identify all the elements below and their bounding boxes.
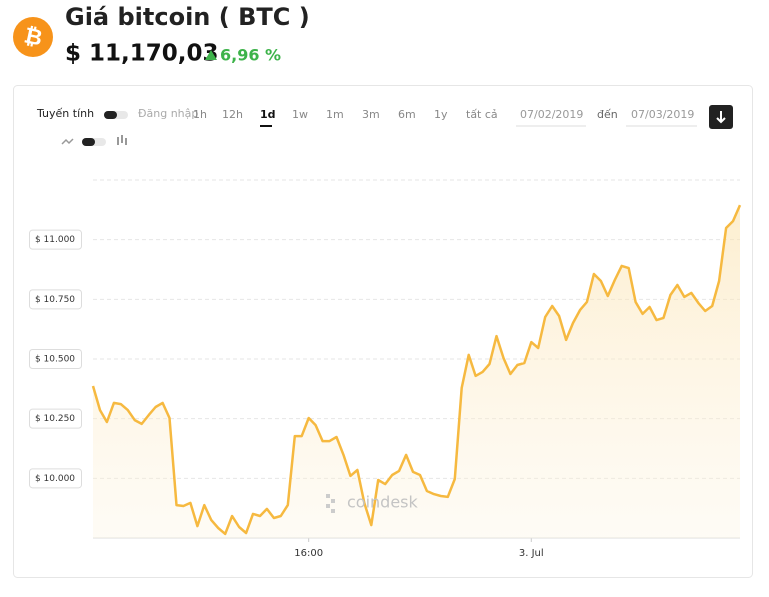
candle-icon[interactable] [117, 135, 127, 145]
up-arrow [205, 50, 217, 60]
x-tick-label: 16:00 [294, 548, 323, 559]
date-to-label: đến [597, 108, 618, 121]
date-from[interactable]: 07/02/2019 [520, 108, 583, 121]
area [93, 205, 740, 538]
range-button[interactable]: tất cả [466, 108, 498, 121]
y-tick-label: $ 10.250 [35, 414, 75, 424]
watermark: coindesk [347, 493, 419, 512]
y-tick-box [29, 468, 82, 489]
x-tick-label: 3. Jul [519, 548, 544, 559]
range-button[interactable]: 1w [292, 108, 308, 121]
line-icon[interactable] [61, 138, 74, 145]
range-button[interactable]: 3m [362, 108, 380, 121]
btc-symbol: ₿ [22, 23, 45, 51]
login[interactable]: Đăng nhập [138, 107, 198, 120]
watermark-icon [326, 494, 335, 513]
range-button[interactable]: 6m [398, 108, 416, 121]
range-button[interactable]: 12h [222, 108, 243, 121]
date-to[interactable]: 07/03/2019 [631, 108, 694, 121]
y-tick-box [29, 408, 82, 429]
y-tick-box [29, 229, 82, 250]
range-button[interactable]: 1m [326, 108, 344, 121]
toggle-knob [82, 138, 95, 146]
y-tick-box [29, 349, 82, 369]
range-button[interactable]: 1h [193, 108, 207, 121]
range-button[interactable]: 1d [260, 108, 276, 121]
change: 6,96 % [220, 46, 281, 65]
price-line [91, 204, 742, 536]
toggle-knob [104, 111, 117, 119]
scale-label: Tuyến tính [36, 107, 94, 120]
btc-icon [13, 17, 53, 57]
title: Giá bitcoin ( BTC ) [65, 3, 310, 31]
selected-underline [260, 125, 272, 127]
download-icon [716, 111, 726, 124]
y-tick-label: $ 10.500 [35, 355, 75, 365]
y-tick-label: $ 10.000 [35, 474, 75, 484]
y-tick-box [29, 289, 82, 310]
price: $ 11,170,03 [65, 41, 219, 67]
y-tick-label: $ 11.000 [35, 235, 75, 245]
y-tick-label: $ 10.750 [35, 295, 75, 305]
range-button[interactable]: 1y [434, 108, 448, 121]
